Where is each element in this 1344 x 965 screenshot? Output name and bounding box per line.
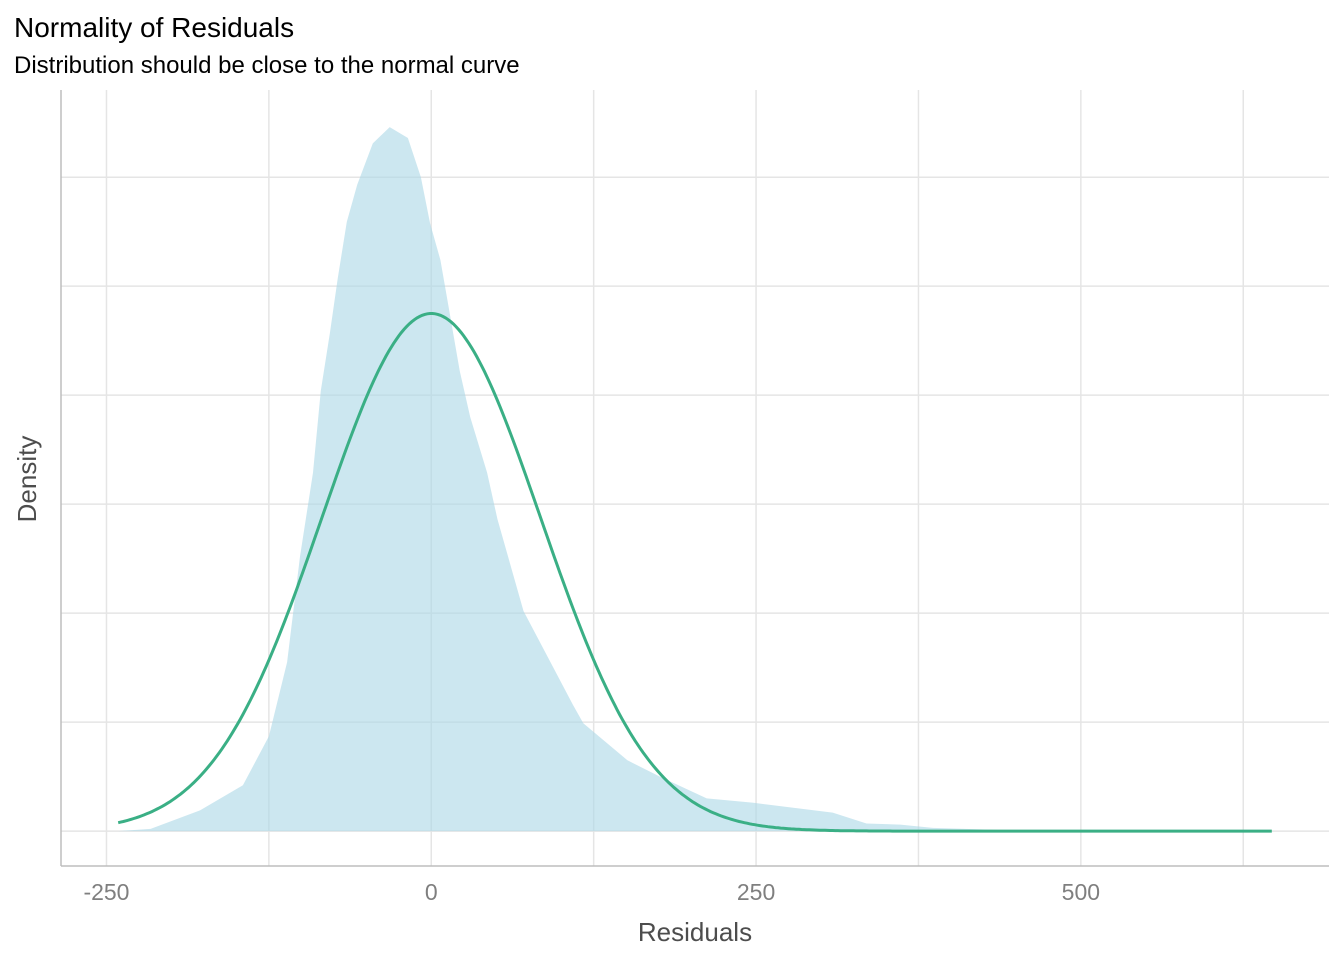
y-axis-title: Density bbox=[12, 436, 42, 523]
plot-marks bbox=[117, 127, 1272, 833]
normal-curve-line bbox=[117, 312, 1272, 833]
x-tick-labels: -250 0 250 500 bbox=[83, 879, 1100, 905]
x-tick-label: 500 bbox=[1062, 879, 1100, 905]
gridlines bbox=[61, 90, 1329, 866]
x-tick-label: 0 bbox=[425, 879, 438, 905]
x-tick-label: -250 bbox=[83, 879, 129, 905]
chart-title: Normality of Residuals bbox=[14, 12, 294, 43]
chart-subtitle: Distribution should be close to the norm… bbox=[14, 52, 520, 79]
x-tick-label: 250 bbox=[737, 879, 775, 905]
x-axis-title: Residuals bbox=[638, 917, 752, 947]
density-area bbox=[118, 127, 1272, 832]
